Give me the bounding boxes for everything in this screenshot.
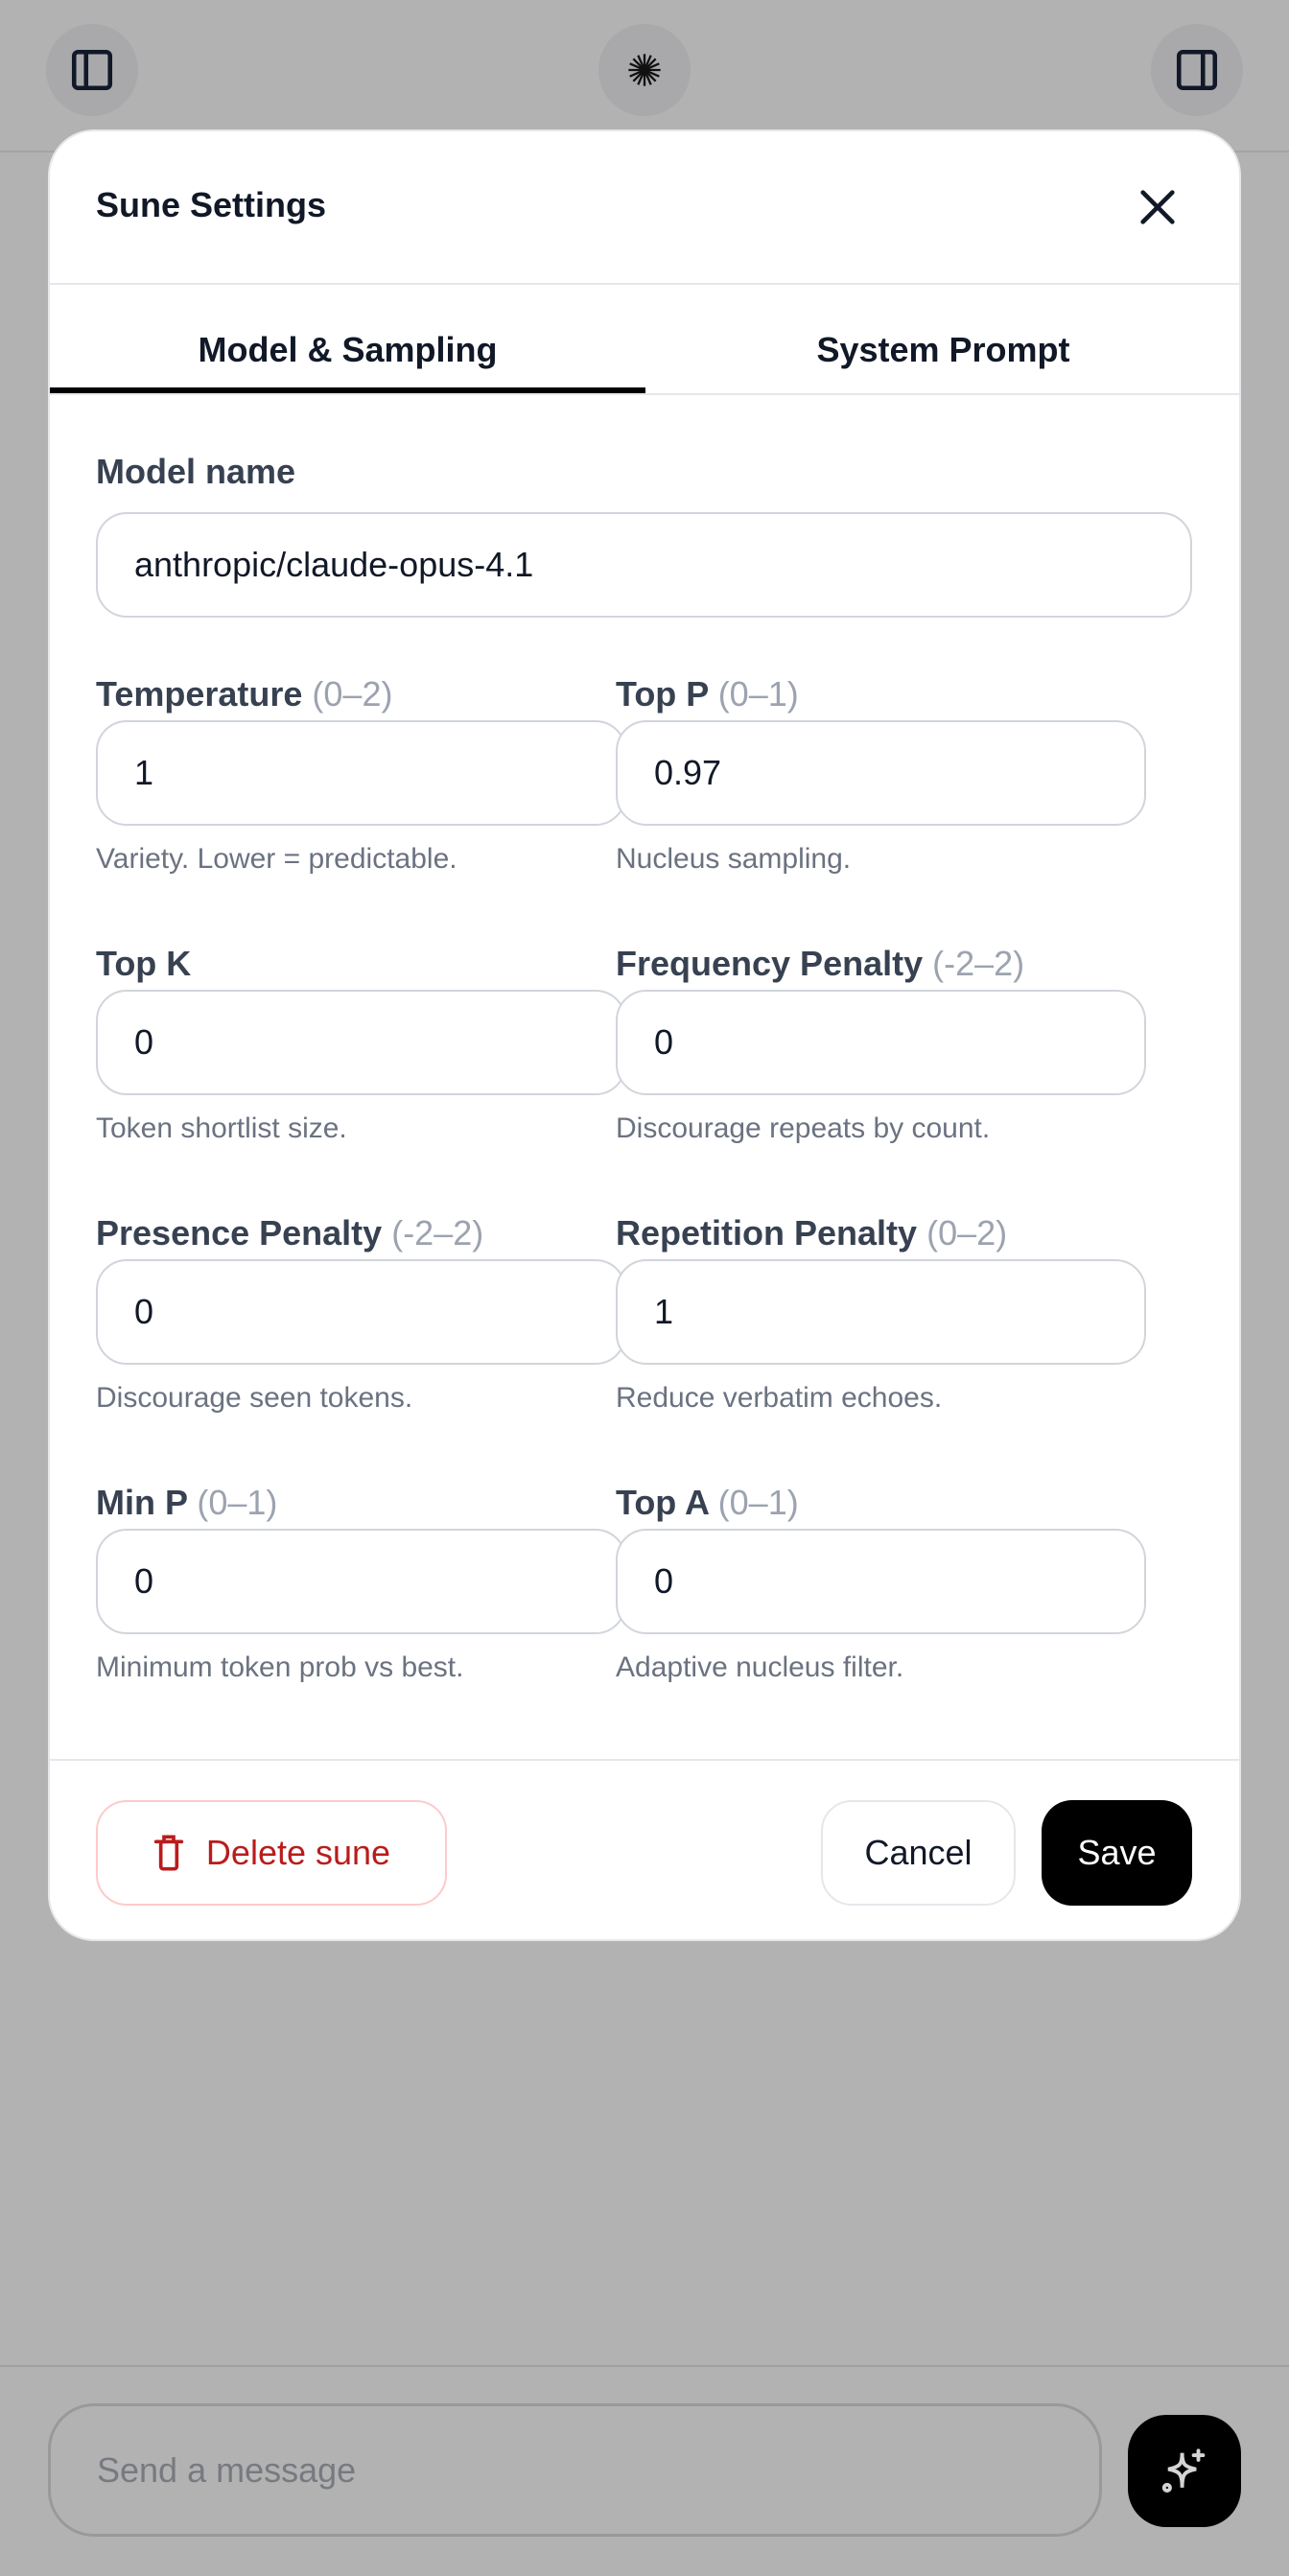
toggle-right-sidebar-button[interactable] — [1151, 24, 1243, 116]
frequency-penalty-label: Frequency Penalty (-2–2) — [616, 944, 1024, 984]
presence-penalty-label: Presence Penalty (-2–2) — [96, 1213, 483, 1253]
model-name-label: Model name — [96, 452, 296, 491]
delete-sune-label: Delete sune — [205, 1833, 391, 1872]
top-k-label-text: Top K — [96, 944, 192, 983]
repetition-penalty-input[interactable]: 1 — [616, 1259, 1146, 1365]
tabs-divider — [50, 393, 1239, 395]
presence-penalty-help: Discourage seen tokens. — [96, 1382, 413, 1414]
sparkle-burst-icon — [628, 54, 661, 86]
min-p-help: Minimum token prob vs best. — [96, 1651, 464, 1683]
tab-model-sampling[interactable]: Model & Sampling — [198, 330, 498, 369]
top-p-range: (0–1) — [717, 674, 799, 714]
presence-penalty-label-text: Presence Penalty — [96, 1213, 383, 1253]
footer-divider — [50, 1759, 1239, 1761]
top-a-range: (0–1) — [717, 1483, 799, 1522]
message-input[interactable]: Send a message — [48, 2403, 1102, 2537]
top-p-help: Nucleus sampling. — [616, 843, 852, 875]
sidebar-right-icon — [1176, 49, 1218, 91]
min-p-range: (0–1) — [197, 1483, 278, 1522]
top-k-label: Top K — [96, 944, 191, 984]
send-button[interactable] — [1128, 2415, 1241, 2527]
repetition-penalty-range: (0–2) — [926, 1213, 1008, 1253]
frequency-penalty-input[interactable]: 0 — [616, 990, 1146, 1095]
repetition-penalty-label: Repetition Penalty (0–2) — [616, 1213, 1007, 1253]
sune-settings-dialog: Sune Settings Model & Sampling System Pr… — [48, 129, 1241, 1941]
repetition-penalty-label-text: Repetition Penalty — [616, 1213, 918, 1253]
top-a-help: Adaptive nucleus filter. — [616, 1651, 904, 1683]
frequency-penalty-range: (-2–2) — [932, 944, 1025, 983]
sidebar-left-icon — [71, 49, 113, 91]
frequency-penalty-help: Discourage repeats by count. — [616, 1112, 991, 1144]
dialog-title: Sune Settings — [96, 185, 327, 224]
header-divider — [50, 283, 1239, 285]
temperature-label: Temperature (0–2) — [96, 674, 392, 714]
composer-divider — [0, 2365, 1289, 2367]
min-p-label: Min P (0–1) — [96, 1483, 277, 1523]
sune-logo-button[interactable] — [598, 24, 691, 116]
presence-penalty-range: (-2–2) — [391, 1213, 484, 1253]
repetition-penalty-help: Reduce verbatim echoes. — [616, 1382, 943, 1414]
temperature-input[interactable]: 1 — [96, 720, 626, 826]
active-tab-indicator — [50, 387, 645, 393]
presence-penalty-input[interactable]: 0 — [96, 1259, 626, 1365]
tab-system-prompt[interactable]: System Prompt — [816, 330, 1070, 369]
cancel-button[interactable]: Cancel — [821, 1800, 1016, 1906]
toggle-left-sidebar-button[interactable] — [46, 24, 138, 116]
sparkles-icon — [1161, 2447, 1206, 2493]
top-k-help: Token shortlist size. — [96, 1112, 347, 1144]
trash-icon — [153, 1835, 184, 1871]
top-a-input[interactable]: 0 — [616, 1529, 1146, 1634]
top-p-input[interactable]: 0.97 — [616, 720, 1146, 826]
min-p-label-text: Min P — [96, 1483, 188, 1522]
model-name-input[interactable]: anthropic/claude-opus-4.1 — [96, 512, 1192, 618]
top-k-input[interactable]: 0 — [96, 990, 626, 1095]
min-p-input[interactable]: 0 — [96, 1529, 626, 1634]
top-p-label: Top P (0–1) — [616, 674, 799, 714]
delete-sune-button[interactable]: Delete sune — [96, 1800, 447, 1906]
save-button[interactable]: Save — [1042, 1800, 1192, 1906]
temperature-help: Variety. Lower = predictable. — [96, 843, 457, 875]
temperature-label-text: Temperature — [96, 674, 303, 714]
top-p-label-text: Top P — [616, 674, 709, 714]
frequency-penalty-label-text: Frequency Penalty — [616, 944, 924, 983]
temperature-range: (0–2) — [312, 674, 393, 714]
top-a-label-text: Top A — [616, 1483, 709, 1522]
close-icon[interactable] — [1136, 185, 1180, 229]
top-a-label: Top A (0–1) — [616, 1483, 799, 1523]
